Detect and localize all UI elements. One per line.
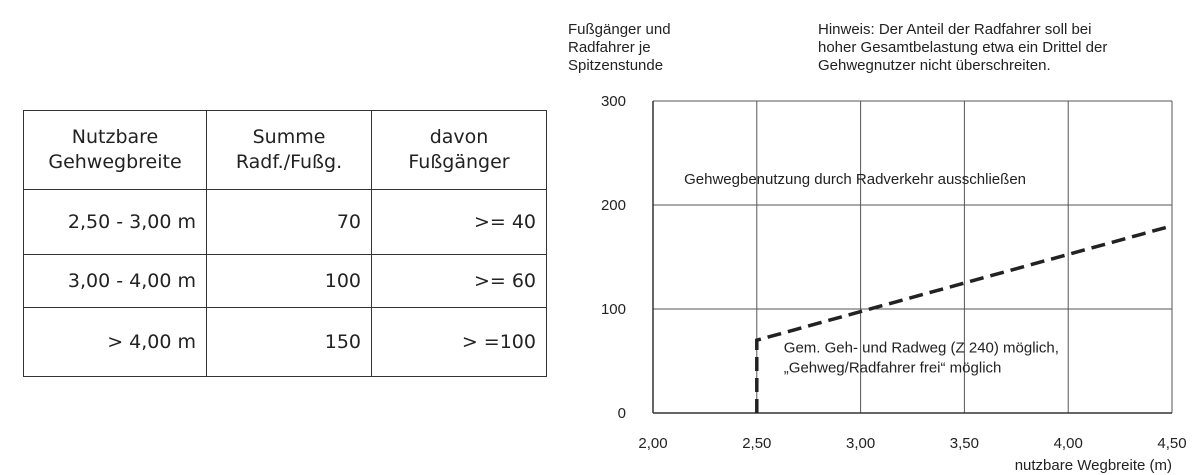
cell: 3,00 - 4,00 m bbox=[23, 254, 207, 308]
note-line: Gehwegnutzer nicht überschreiten. bbox=[818, 57, 1051, 74]
annotation-line: Gehwegbenutzung durch Radverkehr ausschl… bbox=[684, 171, 1026, 188]
y-axis-label-line: Fußgänger und bbox=[568, 21, 671, 38]
annotation: Gehwegbenutzung durch Radverkehr ausschl… bbox=[684, 171, 1026, 188]
y-axis-label: Fußgänger und Radfahrer je Spitzenstunde bbox=[568, 21, 671, 74]
header-line: Fußgänger bbox=[408, 151, 510, 173]
row: > 4,00 m 150 > =100 bbox=[23, 307, 547, 377]
x-tick-label: 2,00 bbox=[638, 435, 667, 452]
cell: > 4,00 m bbox=[23, 307, 207, 377]
y-tick-label: 100 bbox=[601, 301, 626, 318]
cell: 70 bbox=[206, 189, 372, 255]
x-tick-label: 3,00 bbox=[846, 435, 875, 452]
x-tick-label: 3,50 bbox=[950, 435, 979, 452]
y-tick-label: 200 bbox=[601, 197, 626, 214]
table: Nutzbare Gehwegbreite Summe Radf./Fußg. da… bbox=[23, 110, 547, 377]
cell: 100 bbox=[206, 254, 372, 308]
annotation-line: „Gehweg/Radfahrer frei“ möglich bbox=[784, 360, 1002, 377]
x-tick-label: 4,00 bbox=[1054, 435, 1083, 452]
cell: 150 bbox=[206, 307, 372, 377]
header-cell: davon Fußgänger bbox=[371, 110, 547, 190]
cell: >= 60 bbox=[371, 254, 547, 308]
cell: >= 40 bbox=[371, 189, 547, 255]
annotation: Gem. Geh- und Radweg (Z 240) möglich, „Ge… bbox=[784, 340, 1059, 377]
x-tick-label: 2,50 bbox=[742, 435, 771, 452]
header-line: Radf./Fußg. bbox=[235, 151, 343, 173]
cell: 2,50 - 3,00 m bbox=[23, 189, 207, 255]
header-row: Nutzbare Gehwegbreite Summe Radf./Fußg. da… bbox=[23, 110, 547, 190]
line bbox=[755, 224, 1173, 413]
row: 2,50 - 3,00 m 70 >= 40 bbox=[23, 189, 547, 255]
header-cell: Summe Radf./Fußg. bbox=[206, 110, 372, 190]
header-line: Gehwegbreite bbox=[48, 151, 182, 173]
y-tick-label: 0 bbox=[618, 405, 626, 422]
y-tick-label: 300 bbox=[601, 93, 626, 110]
note-line: Hinweis: Der Anteil der Radfahrer soll b… bbox=[818, 21, 1091, 38]
y-axis-label-line: Spitzenstunde bbox=[568, 57, 663, 74]
header-line: Summe bbox=[252, 126, 326, 148]
header-cell: Nutzbare Gehwegbreite bbox=[23, 110, 207, 190]
x-tick-label: 4,50 bbox=[1157, 435, 1186, 452]
note: Hinweis: Der Anteil der Radfahrer soll b… bbox=[818, 21, 1107, 74]
note-line: hoher Gesamtbelastung etwa ein Drittel d… bbox=[818, 39, 1107, 56]
y-axis-label-line: Radfahrer je bbox=[568, 39, 651, 56]
header-line: davon bbox=[429, 126, 489, 148]
annotation-line: Gem. Geh- und Radweg (Z 240) möglich, bbox=[784, 340, 1059, 357]
header-line: Nutzbare bbox=[71, 126, 159, 148]
x-axis-label: nutzbare Wegbreite (m) bbox=[1015, 457, 1172, 474]
cell: > =100 bbox=[371, 307, 547, 377]
row: 3,00 - 4,00 m 100 >= 60 bbox=[23, 254, 547, 308]
